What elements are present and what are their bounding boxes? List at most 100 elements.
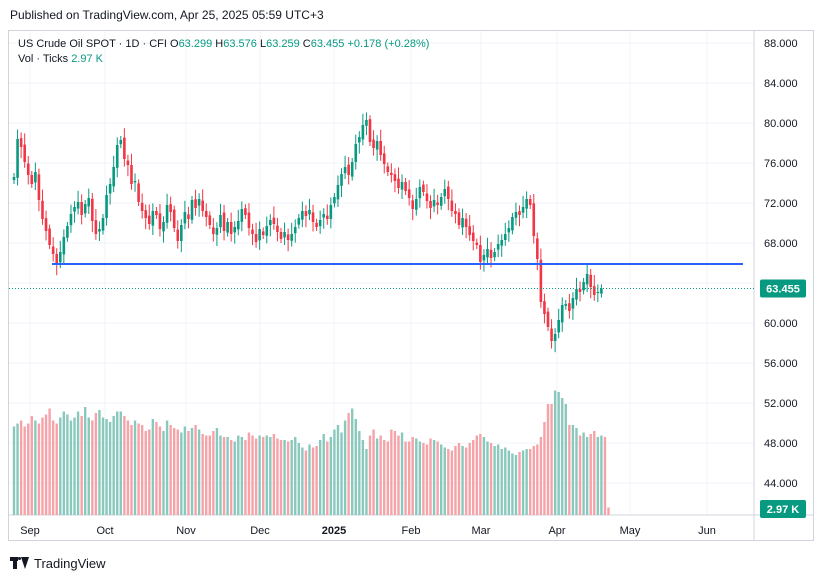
volume-bar	[23, 426, 26, 515]
header-bar: Published on TradingView.com, Apr 25, 20…	[0, 0, 822, 30]
candle-body	[546, 311, 550, 327]
volume-bar	[286, 441, 290, 515]
volume-bar	[475, 435, 478, 515]
volume-bar	[73, 417, 76, 515]
candle-body	[297, 218, 301, 225]
volume-bar	[521, 450, 525, 515]
volume-bar	[482, 437, 486, 515]
volume-bar	[194, 425, 197, 515]
candle-body	[293, 227, 297, 234]
candle-body	[407, 189, 411, 198]
candle-body	[140, 202, 144, 211]
volume-bar	[187, 431, 190, 515]
candle-body	[144, 210, 148, 218]
volume-bar	[432, 440, 436, 515]
candle-body	[404, 182, 407, 191]
ohlc-row: US Crude Oil SPOT · 1D · CFI O63.299 H63…	[18, 37, 429, 52]
candle-body	[165, 205, 169, 223]
candle-body	[180, 225, 183, 241]
volume-bar	[383, 440, 386, 515]
volume-bar	[333, 429, 336, 515]
candle-body	[133, 181, 137, 183]
volume-bar	[16, 423, 19, 515]
candle-body	[247, 212, 251, 228]
candle-body	[108, 184, 112, 194]
candle-body	[557, 320, 560, 333]
price-tick-label: 44.000	[764, 478, 798, 490]
last-price-label: 63.455	[766, 283, 800, 295]
price-tick-label: 60.000	[764, 318, 798, 330]
time-tick-label: Dec	[250, 525, 270, 537]
candle-body	[325, 215, 329, 219]
candle-body	[87, 198, 91, 207]
candle-body	[44, 218, 48, 231]
candle-body	[425, 193, 429, 201]
volume-bar	[550, 404, 553, 515]
volume-bar	[290, 440, 293, 515]
candle-body	[91, 198, 94, 221]
candle-body	[397, 178, 400, 188]
volume-bar	[197, 429, 201, 515]
price-tick-label: 56.000	[764, 358, 798, 370]
candle-body	[151, 211, 155, 226]
volume-bar	[596, 437, 600, 515]
candle-body	[340, 174, 343, 186]
candle-body	[311, 212, 315, 222]
symbol-label[interactable]: US Crude Oil SPOT · 1D · CFI	[18, 38, 167, 50]
candle-body	[301, 211, 304, 220]
volume-bar	[575, 428, 578, 515]
volume-bar	[603, 437, 607, 515]
volume-bar	[457, 443, 461, 515]
candle-body	[219, 215, 222, 228]
chart-frame	[8, 30, 814, 541]
candle-body	[215, 228, 219, 235]
candle-body	[226, 222, 229, 233]
price-tick-label: 68.000	[764, 238, 798, 250]
volume-bar	[294, 437, 297, 515]
volume-bar	[176, 429, 179, 515]
volume-bar	[151, 419, 155, 515]
volume-bar	[507, 450, 511, 515]
time-tick-label: May	[620, 525, 641, 537]
volume-value: 2.97 K	[71, 53, 103, 65]
time-tick-label: Jun	[698, 525, 716, 537]
candle-body	[123, 137, 126, 159]
candle-body	[347, 164, 350, 175]
volume-bar	[80, 416, 83, 515]
candle-body	[568, 303, 571, 311]
candle-body	[382, 153, 386, 164]
volume-bar	[148, 429, 151, 515]
candle-body	[208, 215, 212, 225]
volume-bar	[546, 404, 550, 515]
volume-bar	[479, 434, 482, 515]
volume-bar	[66, 414, 69, 515]
high-label: H	[215, 38, 224, 50]
price-tick-label: 52.000	[764, 398, 798, 410]
candle-body	[375, 141, 379, 150]
volume-bar	[585, 437, 589, 515]
footer: TradingView	[10, 553, 106, 573]
volume-bar	[276, 438, 279, 515]
candle-body	[518, 211, 521, 215]
time-tick-label: Mar	[472, 525, 491, 537]
candle-body	[553, 334, 557, 341]
volume-bar	[571, 425, 575, 515]
candle-body	[457, 212, 461, 225]
candle-body	[30, 175, 34, 184]
volume-bar	[372, 429, 375, 515]
volume-bar	[201, 434, 204, 515]
candle-body	[204, 211, 208, 217]
candle-body	[350, 162, 354, 177]
candle-body	[354, 144, 358, 162]
volume-badge-label: 2.97 K	[767, 504, 799, 516]
volume-bar	[165, 420, 169, 515]
volume-bar	[190, 428, 194, 515]
close-value: 63.455	[310, 38, 345, 50]
volume-bar	[397, 435, 400, 515]
volume-label[interactable]: Vol · Ticks	[18, 53, 69, 65]
volume-bar	[140, 425, 144, 515]
candle-body	[368, 119, 372, 142]
volume-bar	[87, 417, 90, 515]
candle-body	[358, 137, 361, 143]
